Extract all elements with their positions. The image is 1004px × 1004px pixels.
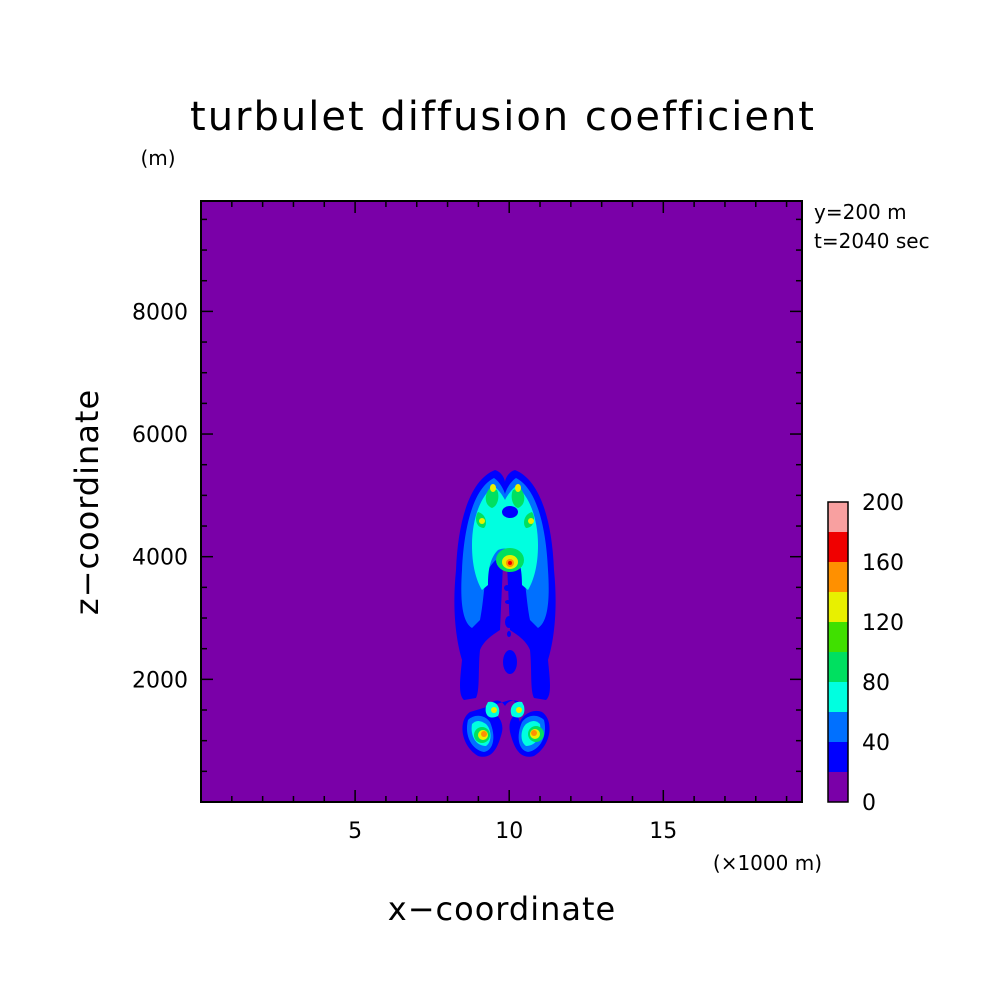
y-tick-label: 8000 <box>132 300 188 325</box>
stem-blob-2 <box>505 600 511 604</box>
y-axis-label: z−coordinate <box>68 389 106 615</box>
colorbar-label: 160 <box>862 551 904 576</box>
colorbar-swatch <box>828 592 848 622</box>
stem-blob-1 <box>504 585 510 591</box>
plume-lobe-yellow-left <box>490 484 496 492</box>
colorbar-swatch <box>828 712 848 742</box>
plume-core-red <box>508 561 512 565</box>
diffusion-plume <box>454 470 556 757</box>
colorbar-swatch <box>828 502 848 532</box>
plot-frame <box>200 200 803 803</box>
lower-lobe-left-orange <box>481 731 487 737</box>
plume-left-leg <box>460 676 474 698</box>
x-tick-label: 15 <box>649 819 677 844</box>
colorbar-swatch <box>828 682 848 712</box>
y-tick-label: 2000 <box>132 668 188 693</box>
colorbar-label: 40 <box>862 731 890 756</box>
annotation-y: y=200 m <box>814 200 907 224</box>
colorbar-frame <box>827 501 849 803</box>
lower-lobe-right-orange <box>531 730 537 736</box>
y-tick-label: 4000 <box>132 546 188 571</box>
chart-title: turbulet diffusion coefficient <box>190 94 816 140</box>
stem-blob-5 <box>503 650 517 674</box>
x-tick-label: 5 <box>348 819 362 844</box>
plume-right-leg <box>536 676 550 698</box>
colorbar-label: 80 <box>862 671 890 696</box>
plume-lobe-yellow-right <box>515 484 521 492</box>
colorbar-swatch <box>828 742 848 772</box>
colorbar-labels: 0 40 80 120 160 200 <box>862 491 904 816</box>
colorbar-swatch <box>828 562 848 592</box>
colorbar <box>827 501 849 803</box>
colorbar-swatch <box>828 622 848 652</box>
x-unit-label: (×1000 m) <box>713 851 822 875</box>
y-tick-labels: 2000 4000 6000 8000 <box>132 300 188 693</box>
x-tick-label: 10 <box>495 819 523 844</box>
colorbar-swatch <box>828 652 848 682</box>
colorbar-label: 0 <box>862 791 876 816</box>
plume-contour-80-left <box>485 488 499 508</box>
plume-lobe-yellow-midleft <box>479 518 485 524</box>
y-tick-label: 6000 <box>132 423 188 448</box>
colorbar-label: 120 <box>862 611 904 636</box>
y-unit-label: (m) <box>140 146 175 170</box>
lower-spot-left-yellow <box>491 707 497 713</box>
stem-blob-4 <box>507 631 511 637</box>
x-tick-labels: 5 10 15 <box>348 819 677 844</box>
colorbar-swatch <box>828 532 848 562</box>
plume-contour-80-right <box>511 488 525 508</box>
colorbar-swatch <box>828 772 848 802</box>
stem-blob-3 <box>505 616 513 628</box>
colorbar-label: 200 <box>862 491 904 516</box>
plume-lobe-yellow-midright <box>528 518 534 524</box>
plume-core-blue <box>502 506 518 518</box>
annotation-t: t=2040 sec <box>814 229 930 253</box>
lower-spot-right-yellow <box>516 707 522 713</box>
x-axis-label: x−coordinate <box>388 890 616 928</box>
